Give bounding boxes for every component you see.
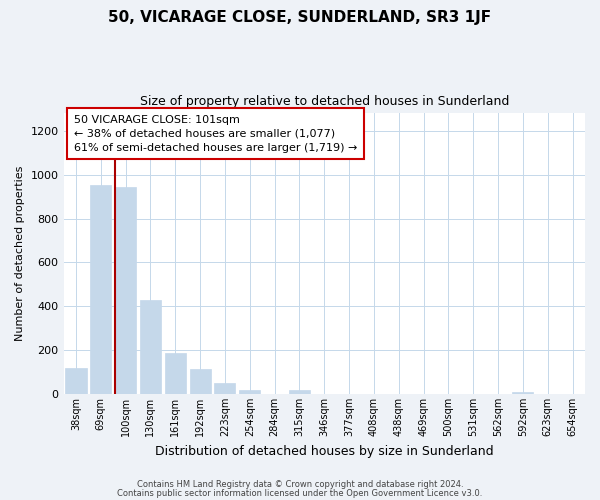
Text: Contains public sector information licensed under the Open Government Licence v3: Contains public sector information licen…	[118, 488, 482, 498]
Text: 50 VICARAGE CLOSE: 101sqm
← 38% of detached houses are smaller (1,077)
61% of se: 50 VICARAGE CLOSE: 101sqm ← 38% of detac…	[74, 114, 358, 152]
Bar	[65, 368, 86, 394]
Bar	[140, 300, 161, 394]
X-axis label: Distribution of detached houses by size in Sunderland: Distribution of detached houses by size …	[155, 444, 494, 458]
Text: 50, VICARAGE CLOSE, SUNDERLAND, SR3 1JF: 50, VICARAGE CLOSE, SUNDERLAND, SR3 1JF	[109, 10, 491, 25]
Bar	[239, 390, 260, 394]
Bar	[214, 384, 235, 394]
Bar	[90, 184, 112, 394]
Bar	[512, 392, 533, 394]
Title: Size of property relative to detached houses in Sunderland: Size of property relative to detached ho…	[140, 95, 509, 108]
Bar	[115, 187, 136, 394]
Bar	[165, 354, 186, 394]
Bar	[190, 369, 211, 394]
Text: Contains HM Land Registry data © Crown copyright and database right 2024.: Contains HM Land Registry data © Crown c…	[137, 480, 463, 489]
Y-axis label: Number of detached properties: Number of detached properties	[15, 166, 25, 342]
Bar	[289, 390, 310, 394]
